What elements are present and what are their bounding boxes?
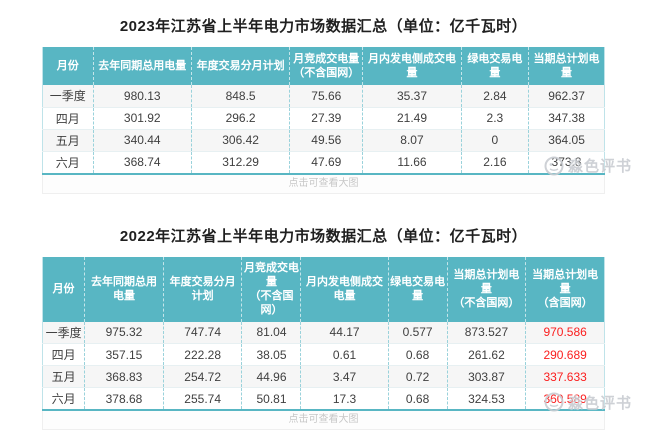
- column-header: 绿电交易电量: [388, 257, 447, 322]
- section-2022: 2022年江苏省上半年电力市场数据汇总（单位：亿千瓦时） 月份去年同期总用电量年…: [0, 228, 647, 430]
- value-cell: 81.04: [242, 322, 301, 344]
- value-cell: 848.5: [191, 85, 289, 107]
- value-cell: 17.3: [301, 388, 388, 411]
- row-label-cell: 四月: [43, 344, 85, 366]
- caption-click-to-enlarge: 点击可查看大图: [42, 175, 605, 194]
- value-cell: 44.96: [242, 366, 301, 388]
- value-cell: 254.72: [163, 366, 242, 388]
- value-cell: 0.61: [301, 344, 388, 366]
- header-row: 月份去年同期总用电量年度交易分月计划月竞成交电量 （不含国网）月内发电侧成交电量…: [43, 257, 605, 322]
- value-cell: 0.68: [388, 344, 447, 366]
- value-cell: 360.589: [526, 388, 605, 411]
- value-cell: 303.87: [447, 366, 526, 388]
- row-label-cell: 六月: [43, 151, 94, 174]
- value-cell: 340.44: [93, 129, 191, 151]
- row-label-cell: 一季度: [43, 85, 94, 107]
- value-cell: 75.66: [290, 85, 363, 107]
- value-cell: 357.15: [85, 344, 164, 366]
- value-cell: 50.81: [242, 388, 301, 411]
- value-cell: 324.53: [447, 388, 526, 411]
- value-cell: 0: [461, 129, 528, 151]
- table-title-2022: 2022年江苏省上半年电力市场数据汇总（单位：亿千瓦时）: [0, 228, 647, 246]
- table-image-2022[interactable]: 月份去年同期总用电量年度交易分月计划月竞成交电量 （不含国网）月内发电侧成交电量…: [42, 257, 605, 430]
- column-header: 绿电交易电量: [461, 47, 528, 85]
- column-header: 当期总计划电量 （含国网）: [526, 257, 605, 322]
- value-cell: 301.92: [93, 107, 191, 129]
- row-label-cell: 五月: [43, 366, 85, 388]
- value-cell: 980.13: [93, 85, 191, 107]
- column-header: 年度交易分月计划: [163, 257, 242, 322]
- value-cell: 347.38: [529, 107, 605, 129]
- value-cell: 368.74: [93, 151, 191, 174]
- column-header: 当期总计划电量: [529, 47, 605, 85]
- value-cell: 0.577: [388, 322, 447, 344]
- value-cell: 49.56: [290, 129, 363, 151]
- row-label-cell: 六月: [43, 388, 85, 411]
- data-table-2023: 月份去年同期总用电量年度交易分月计划月竞成交电量 （不含国网）月内发电侧成交电量…: [42, 47, 605, 175]
- value-cell: 296.2: [191, 107, 289, 129]
- column-header: 去年同期总用电量: [93, 47, 191, 85]
- value-cell: 35.37: [363, 85, 461, 107]
- value-cell: 306.42: [191, 129, 289, 151]
- row-label-cell: 五月: [43, 129, 94, 151]
- value-cell: 21.49: [363, 107, 461, 129]
- value-cell: 47.69: [290, 151, 363, 174]
- value-cell: 0.68: [388, 388, 447, 411]
- data-table-2022: 月份去年同期总用电量年度交易分月计划月竞成交电量 （不含国网）月内发电侧成交电量…: [42, 257, 605, 412]
- column-header: 年度交易分月计划: [191, 47, 289, 85]
- value-cell: 378.68: [85, 388, 164, 411]
- value-cell: 2.16: [461, 151, 528, 174]
- value-cell: 290.689: [526, 344, 605, 366]
- value-cell: 44.17: [301, 322, 388, 344]
- value-cell: 337.633: [526, 366, 605, 388]
- value-cell: 368.83: [85, 366, 164, 388]
- column-header: 月份: [43, 47, 94, 85]
- column-header: 月竞成交电量 （不含国网）: [242, 257, 301, 322]
- value-cell: 373.8: [529, 151, 605, 174]
- column-header: 月内发电侧成交电量: [363, 47, 461, 85]
- header-row: 月份去年同期总用电量年度交易分月计划月竞成交电量 （不含国网）月内发电侧成交电量…: [43, 47, 605, 85]
- value-cell: 2.84: [461, 85, 528, 107]
- value-cell: 11.66: [363, 151, 461, 174]
- row-label-cell: 四月: [43, 107, 94, 129]
- value-cell: 364.05: [529, 129, 605, 151]
- value-cell: 312.29: [191, 151, 289, 174]
- column-header: 当期总计划电量 （不含国网）: [447, 257, 526, 322]
- value-cell: 873.527: [447, 322, 526, 344]
- section-2023: 2023年江苏省上半年电力市场数据汇总（单位：亿千瓦时） 月份去年同期总用电量年…: [0, 18, 647, 194]
- value-cell: 975.32: [85, 322, 164, 344]
- value-cell: 962.37: [529, 85, 605, 107]
- column-header: 去年同期总用电量: [85, 257, 164, 322]
- column-header: 月内发电侧成交电量: [301, 257, 388, 322]
- caption-click-to-enlarge: 点击可查看大图: [42, 411, 605, 430]
- row-label-cell: 一季度: [43, 322, 85, 344]
- value-cell: 747.74: [163, 322, 242, 344]
- value-cell: 3.47: [301, 366, 388, 388]
- value-cell: 2.3: [461, 107, 528, 129]
- value-cell: 255.74: [163, 388, 242, 411]
- article-page: 2023年江苏省上半年电力市场数据汇总（单位：亿千瓦时） 月份去年同期总用电量年…: [0, 0, 647, 406]
- value-cell: 27.39: [290, 107, 363, 129]
- value-cell: 0.72: [388, 366, 447, 388]
- column-header: 月竞成交电量 （不含国网）: [290, 47, 363, 85]
- value-cell: 970.586: [526, 322, 605, 344]
- table-title-2023: 2023年江苏省上半年电力市场数据汇总（单位：亿千瓦时）: [0, 18, 647, 36]
- table-image-2023[interactable]: 月份去年同期总用电量年度交易分月计划月竞成交电量 （不含国网）月内发电侧成交电量…: [42, 47, 605, 194]
- value-cell: 222.28: [163, 344, 242, 366]
- value-cell: 261.62: [447, 344, 526, 366]
- value-cell: 38.05: [242, 344, 301, 366]
- column-header: 月份: [43, 257, 85, 322]
- value-cell: 8.07: [363, 129, 461, 151]
